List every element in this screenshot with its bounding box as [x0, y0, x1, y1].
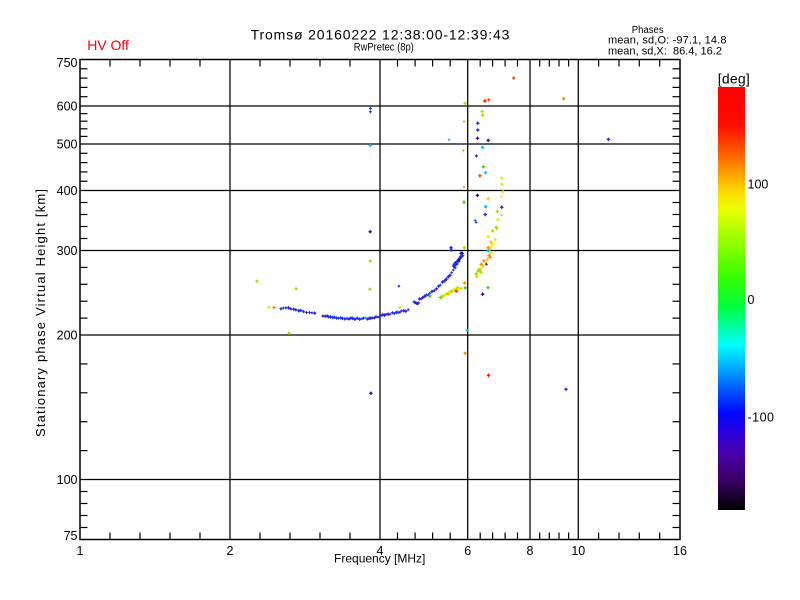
- svg-text:300: 300: [57, 244, 78, 258]
- svg-text:750: 750: [57, 56, 78, 70]
- svg-text:1: 1: [77, 544, 84, 558]
- svg-text:HV Off: HV Off: [87, 37, 129, 53]
- svg-text:Frequency [MHz]: Frequency [MHz]: [334, 552, 425, 566]
- svg-text:mean, sd,O: -97.1, 14.8: mean, sd,O: -97.1, 14.8: [608, 35, 727, 47]
- svg-text:200: 200: [57, 329, 78, 343]
- svg-text:0: 0: [748, 293, 755, 307]
- svg-text:600: 600: [57, 100, 78, 114]
- svg-text:4: 4: [377, 544, 384, 558]
- svg-text:RwPretec (8p): RwPretec (8p): [354, 42, 414, 54]
- svg-text:-100: -100: [748, 410, 775, 424]
- svg-text:75: 75: [64, 529, 78, 543]
- svg-text:2: 2: [227, 544, 234, 558]
- svg-text:mean, sd,X: 86.4, 16.2: mean, sd,X: 86.4, 16.2: [608, 46, 722, 58]
- svg-text:6: 6: [464, 544, 471, 558]
- svg-text:10: 10: [571, 544, 585, 558]
- svg-text:Tromsø 20160222 12:38:00-12:39: Tromsø 20160222 12:38:00-12:39:43: [251, 26, 510, 42]
- svg-text:Phases: Phases: [632, 25, 664, 36]
- svg-text:Stationary phase Virtual Heigh: Stationary phase Virtual Height [km]: [33, 189, 48, 437]
- svg-text:500: 500: [57, 138, 78, 152]
- svg-text:100: 100: [748, 177, 769, 191]
- svg-text:8: 8: [527, 544, 534, 558]
- svg-text:[deg]: [deg]: [718, 70, 750, 86]
- svg-text:400: 400: [57, 184, 78, 198]
- svg-text:16: 16: [673, 544, 687, 558]
- svg-text:100: 100: [57, 473, 78, 487]
